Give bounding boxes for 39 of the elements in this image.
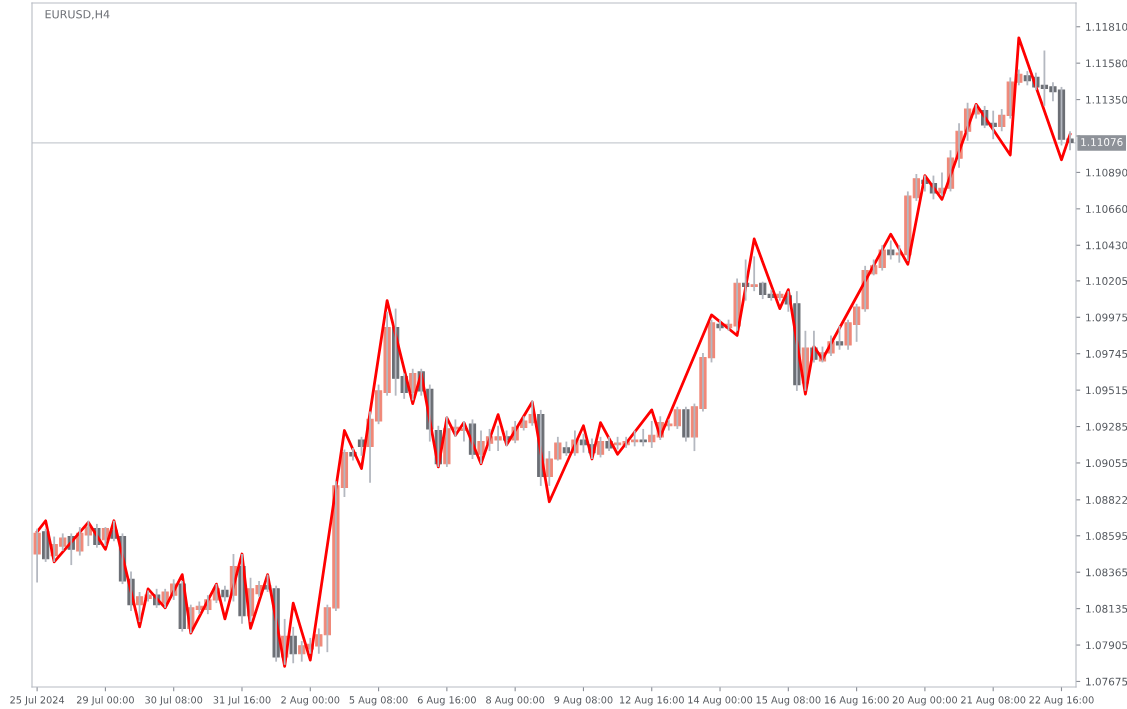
candlestick [750, 255, 758, 293]
candlestick [835, 325, 844, 351]
y-tick-label: 1.11580 [1086, 59, 1127, 68]
y-tick-label: 1.09975 [1086, 313, 1127, 322]
x-tick-label: 14 Aug 00:00 [688, 696, 753, 706]
y-tick-label: 1.08595 [1086, 532, 1127, 540]
y-tick-label: 1.10660 [1086, 205, 1127, 213]
candlestick [639, 428, 647, 448]
x-tick-label: 29 Jul 00:00 [76, 696, 134, 706]
y-tick-label: 1.10430 [1086, 241, 1127, 250]
x-tick-label: 16 Aug 16:00 [824, 696, 889, 706]
x-tick-label: 15 Aug 08:00 [756, 696, 821, 706]
y-tick-label: 1.10205 [1086, 277, 1127, 285]
x-tick-label: 30 Jul 08:00 [145, 696, 203, 706]
y-tick-label: 1.09285 [1086, 422, 1127, 431]
x-tick-label: 2 Aug 00:00 [281, 696, 340, 706]
x-tick-label: 9 Aug 08:00 [554, 696, 613, 706]
text: EURUSD,H4 [45, 10, 110, 20]
x-tick-label: 6 Aug 16:00 [417, 696, 476, 706]
y-tick-label: 1.11810 [1086, 22, 1127, 31]
y-tick-label: 1.08365 [1086, 568, 1127, 577]
x-tick-label: 25 Jul 2024 [10, 696, 65, 706]
y-tick-label: 1.09515 [1086, 386, 1127, 395]
y-tick-label: 1.08135 [1086, 604, 1127, 613]
y-tick-label: 1.09055 [1086, 459, 1127, 468]
y-tick-label: 1.09745 [1086, 349, 1127, 358]
x-tick-label: 5 Aug 08:00 [349, 696, 408, 706]
y-tick-label: 1.11350 [1086, 95, 1127, 104]
y-tick-label: 1.08822 [1086, 496, 1127, 504]
x-tick-label: 12 Aug 16:00 [620, 696, 684, 706]
ref-line-label: 1.11076 [1081, 138, 1123, 146]
y-tick-label: 1.07905 [1086, 641, 1127, 650]
x-tick-label: 31 Jul 16:00 [213, 696, 271, 706]
y-tick-label: 1.07675 [1086, 677, 1127, 686]
x-tick-label: 20 Aug 00:00 [892, 696, 958, 706]
x-tick-label: 21 Aug 08:00 [961, 696, 1026, 706]
x-tick-label: 8 Aug 00:00 [486, 696, 545, 706]
y-tick-label: 1.10890 [1086, 168, 1127, 177]
x-tick-label: 22 Aug 16:00 [1029, 696, 1094, 706]
